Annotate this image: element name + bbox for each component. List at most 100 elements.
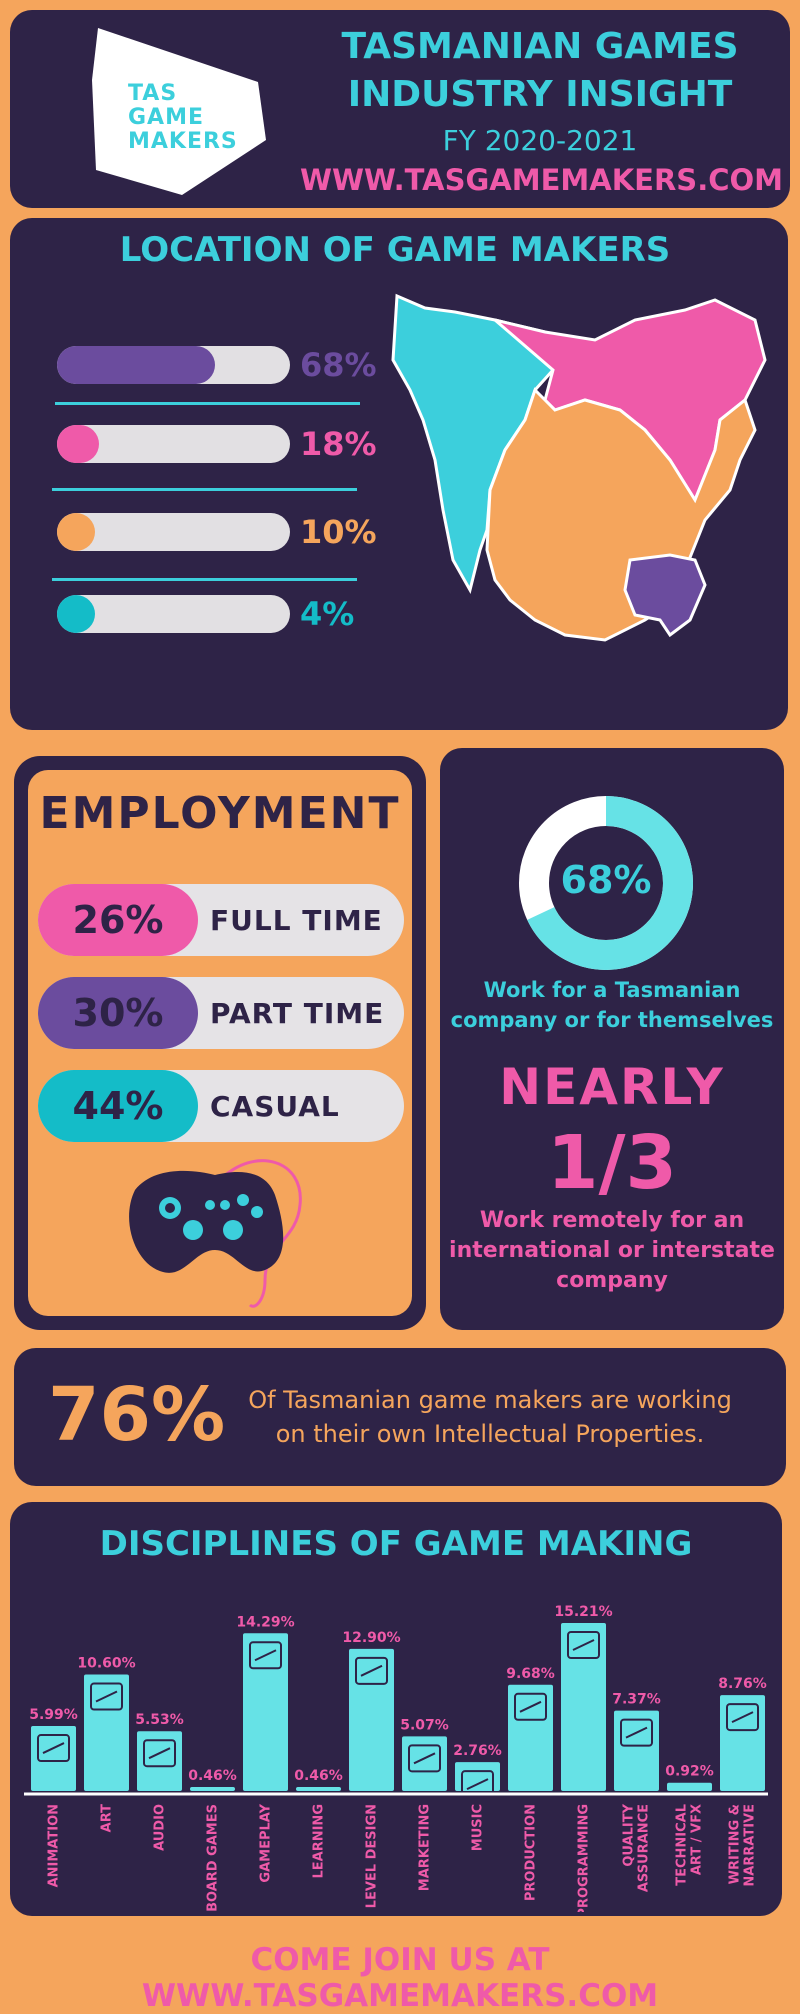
quality-badge-icon [620,1718,653,1747]
level-design-icon [355,1656,388,1685]
donut-value: 68% [560,858,652,902]
category-label: GAMEPLAY [259,1803,274,1882]
employment-row-casual: 44% CASUAL [38,1070,404,1142]
employment-label-casual: CASUAL [210,1089,340,1123]
logo-line-2: GAME [128,105,205,130]
bar [665,1780,714,1793]
footer-join-link[interactable]: COME JOIN US AT WWW.TASGAMEMAKERS.COM [141,1942,659,2014]
disciplines-bar-chart: 5.99% ANIMATION 10.60% ART 5.53% AUDIO 0.46% BO… [24,1604,768,1912]
category-label: MARKETING [418,1804,433,1891]
bar-value-label: 0.92% [665,1764,714,1780]
audio-speaker-icon [143,1739,176,1768]
header-url-link[interactable]: WWW.TASGAMEMAKERS.COM [300,163,784,197]
bar [506,1682,555,1793]
ip-panel [14,1348,786,1486]
bar [718,1693,767,1793]
location-bar-2 [57,425,290,463]
bar [612,1708,661,1793]
bar [29,1724,78,1794]
location-bar-4 [57,595,290,633]
location-bar-1-fill [57,346,216,384]
fiscal-year: FY 2020-2021 [442,124,638,157]
production-gear-icon [514,1692,547,1721]
location-pct-3: 10% [300,513,377,551]
category-label: LEARNING [312,1804,327,1879]
donut-caption-1: Work for a Tasmanian [483,978,741,1002]
remote-line-2: international or interstate [449,1238,775,1263]
bar-value-label: 0.46% [188,1768,237,1784]
bar [453,1760,502,1793]
bar-value-label: 5.99% [29,1707,78,1723]
gameplay-dice-icon [249,1641,282,1670]
bar [400,1734,449,1793]
employment-row-part-time: 30% PART TIME [38,977,404,1049]
employment-row-full-time: 26% FULL TIME [38,884,404,956]
category-label: BOARD GAMES [206,1804,221,1912]
bar-value-label: 5.53% [135,1712,184,1728]
bar-value-label: 15.21% [554,1604,612,1620]
remote-line-3: company [556,1268,668,1293]
bar [82,1672,131,1793]
ip-text-2: on their own Intellectual Properties. [275,1420,705,1448]
donut-chart [519,796,693,970]
employment-label-full-time: FULL TIME [210,903,383,937]
location-bar-3 [57,513,290,551]
tasmania-map [391,293,767,642]
employment-title: EMPLOYMENT [39,788,401,839]
bar [559,1621,608,1793]
art-palette-icon [90,1682,123,1711]
category-label: TECHNICALART / VFX [675,1804,705,1886]
divider [52,488,357,491]
donut-caption-2: company or for themselves [450,1008,774,1032]
bar [188,1785,237,1793]
category-label: WRITING &NARRATIVE [728,1804,758,1887]
category-label: MUSIC [471,1804,486,1851]
location-pct-4: 4% [300,595,355,633]
ip-percent: 76% [48,1372,226,1458]
ip-text-1: Of Tasmanian game makers are working [248,1386,732,1414]
location-bar-4-fill [57,595,95,633]
remote-line-1: Work remotely for an [479,1208,745,1233]
nearly-text: NEARLY [499,1058,725,1116]
employment-pct-full-time: 26% [38,884,198,956]
logo-text: TAS GAME MAKERS [128,82,238,154]
location-title: LOCATION OF GAME MAKERS [119,230,671,270]
category-label: PROGRAMMING [577,1804,592,1912]
divider [52,578,357,581]
page-title-line-2: INDUSTRY INSIGHT [347,74,733,115]
map-region-south-east [623,553,707,638]
logo-badge [92,28,266,195]
location-pct-1: 68% [300,346,377,384]
bar-value-label: 7.37% [612,1692,661,1708]
location-bar-2-fill [57,425,99,463]
location-bar-3-fill [57,513,95,551]
category-label: QUALITYASSURANCE [622,1803,652,1892]
category-label: ANIMATION [47,1804,62,1887]
divider [55,402,360,405]
category-label: ART [100,1804,115,1832]
employment-pct-part-time: 30% [38,977,198,1049]
page-title-line-1: TASMANIAN GAMES [341,26,739,67]
bar-value-label: 0.46% [294,1768,343,1784]
logo-line-1: TAS [128,81,178,106]
bar-value-label: 2.76% [453,1743,502,1759]
bar-value-label: 12.90% [342,1630,400,1646]
employment-pct-casual: 44% [38,1070,198,1142]
marketing-icon [408,1744,441,1773]
chart-title: DISCIPLINES OF GAME MAKING [99,1524,693,1564]
category-label: LEVEL DESIGN [365,1804,380,1908]
animation-icon [37,1734,70,1763]
employment-label-part-time: PART TIME [210,996,385,1030]
programming-code-icon [567,1631,600,1659]
bar-value-label: 14.29% [236,1614,294,1630]
fraction-text: 1/3 [546,1120,677,1206]
category-label: AUDIO [153,1804,168,1851]
bar [241,1631,290,1793]
logo-line-3: MAKERS [128,129,238,154]
writing-icon [726,1703,759,1732]
bar-value-label: 10.60% [77,1656,135,1672]
bar-value-label: 9.68% [506,1666,555,1682]
bar-value-label: 8.76% [718,1676,767,1692]
gamepad-icon [129,1159,302,1308]
bar [135,1729,184,1794]
